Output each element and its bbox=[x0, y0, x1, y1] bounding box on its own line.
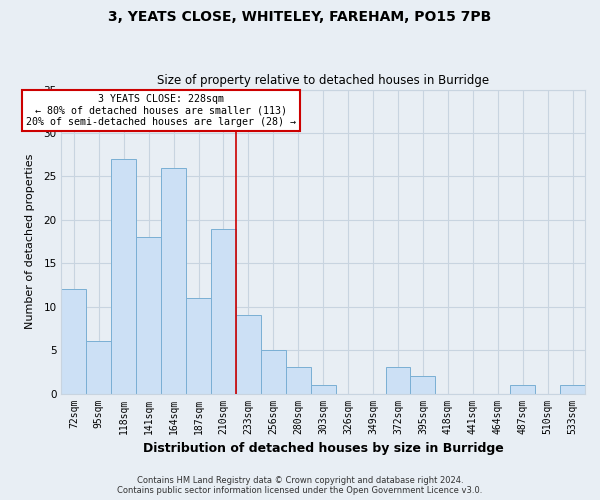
Bar bbox=[410, 376, 436, 394]
Bar bbox=[311, 385, 335, 394]
Bar bbox=[510, 385, 535, 394]
Title: Size of property relative to detached houses in Burridge: Size of property relative to detached ho… bbox=[157, 74, 489, 87]
Bar bbox=[236, 316, 261, 394]
X-axis label: Distribution of detached houses by size in Burridge: Distribution of detached houses by size … bbox=[143, 442, 503, 455]
Bar bbox=[86, 342, 111, 394]
Bar bbox=[386, 368, 410, 394]
Bar bbox=[211, 228, 236, 394]
Bar bbox=[136, 237, 161, 394]
Text: 3 YEATS CLOSE: 228sqm
← 80% of detached houses are smaller (113)
20% of semi-det: 3 YEATS CLOSE: 228sqm ← 80% of detached … bbox=[26, 94, 296, 127]
Text: Contains HM Land Registry data © Crown copyright and database right 2024.
Contai: Contains HM Land Registry data © Crown c… bbox=[118, 476, 482, 495]
Bar bbox=[286, 368, 311, 394]
Bar bbox=[161, 168, 186, 394]
Bar bbox=[186, 298, 211, 394]
Y-axis label: Number of detached properties: Number of detached properties bbox=[25, 154, 35, 329]
Bar bbox=[61, 290, 86, 394]
Text: 3, YEATS CLOSE, WHITELEY, FAREHAM, PO15 7PB: 3, YEATS CLOSE, WHITELEY, FAREHAM, PO15 … bbox=[109, 10, 491, 24]
Bar bbox=[261, 350, 286, 394]
Bar bbox=[560, 385, 585, 394]
Bar bbox=[111, 159, 136, 394]
